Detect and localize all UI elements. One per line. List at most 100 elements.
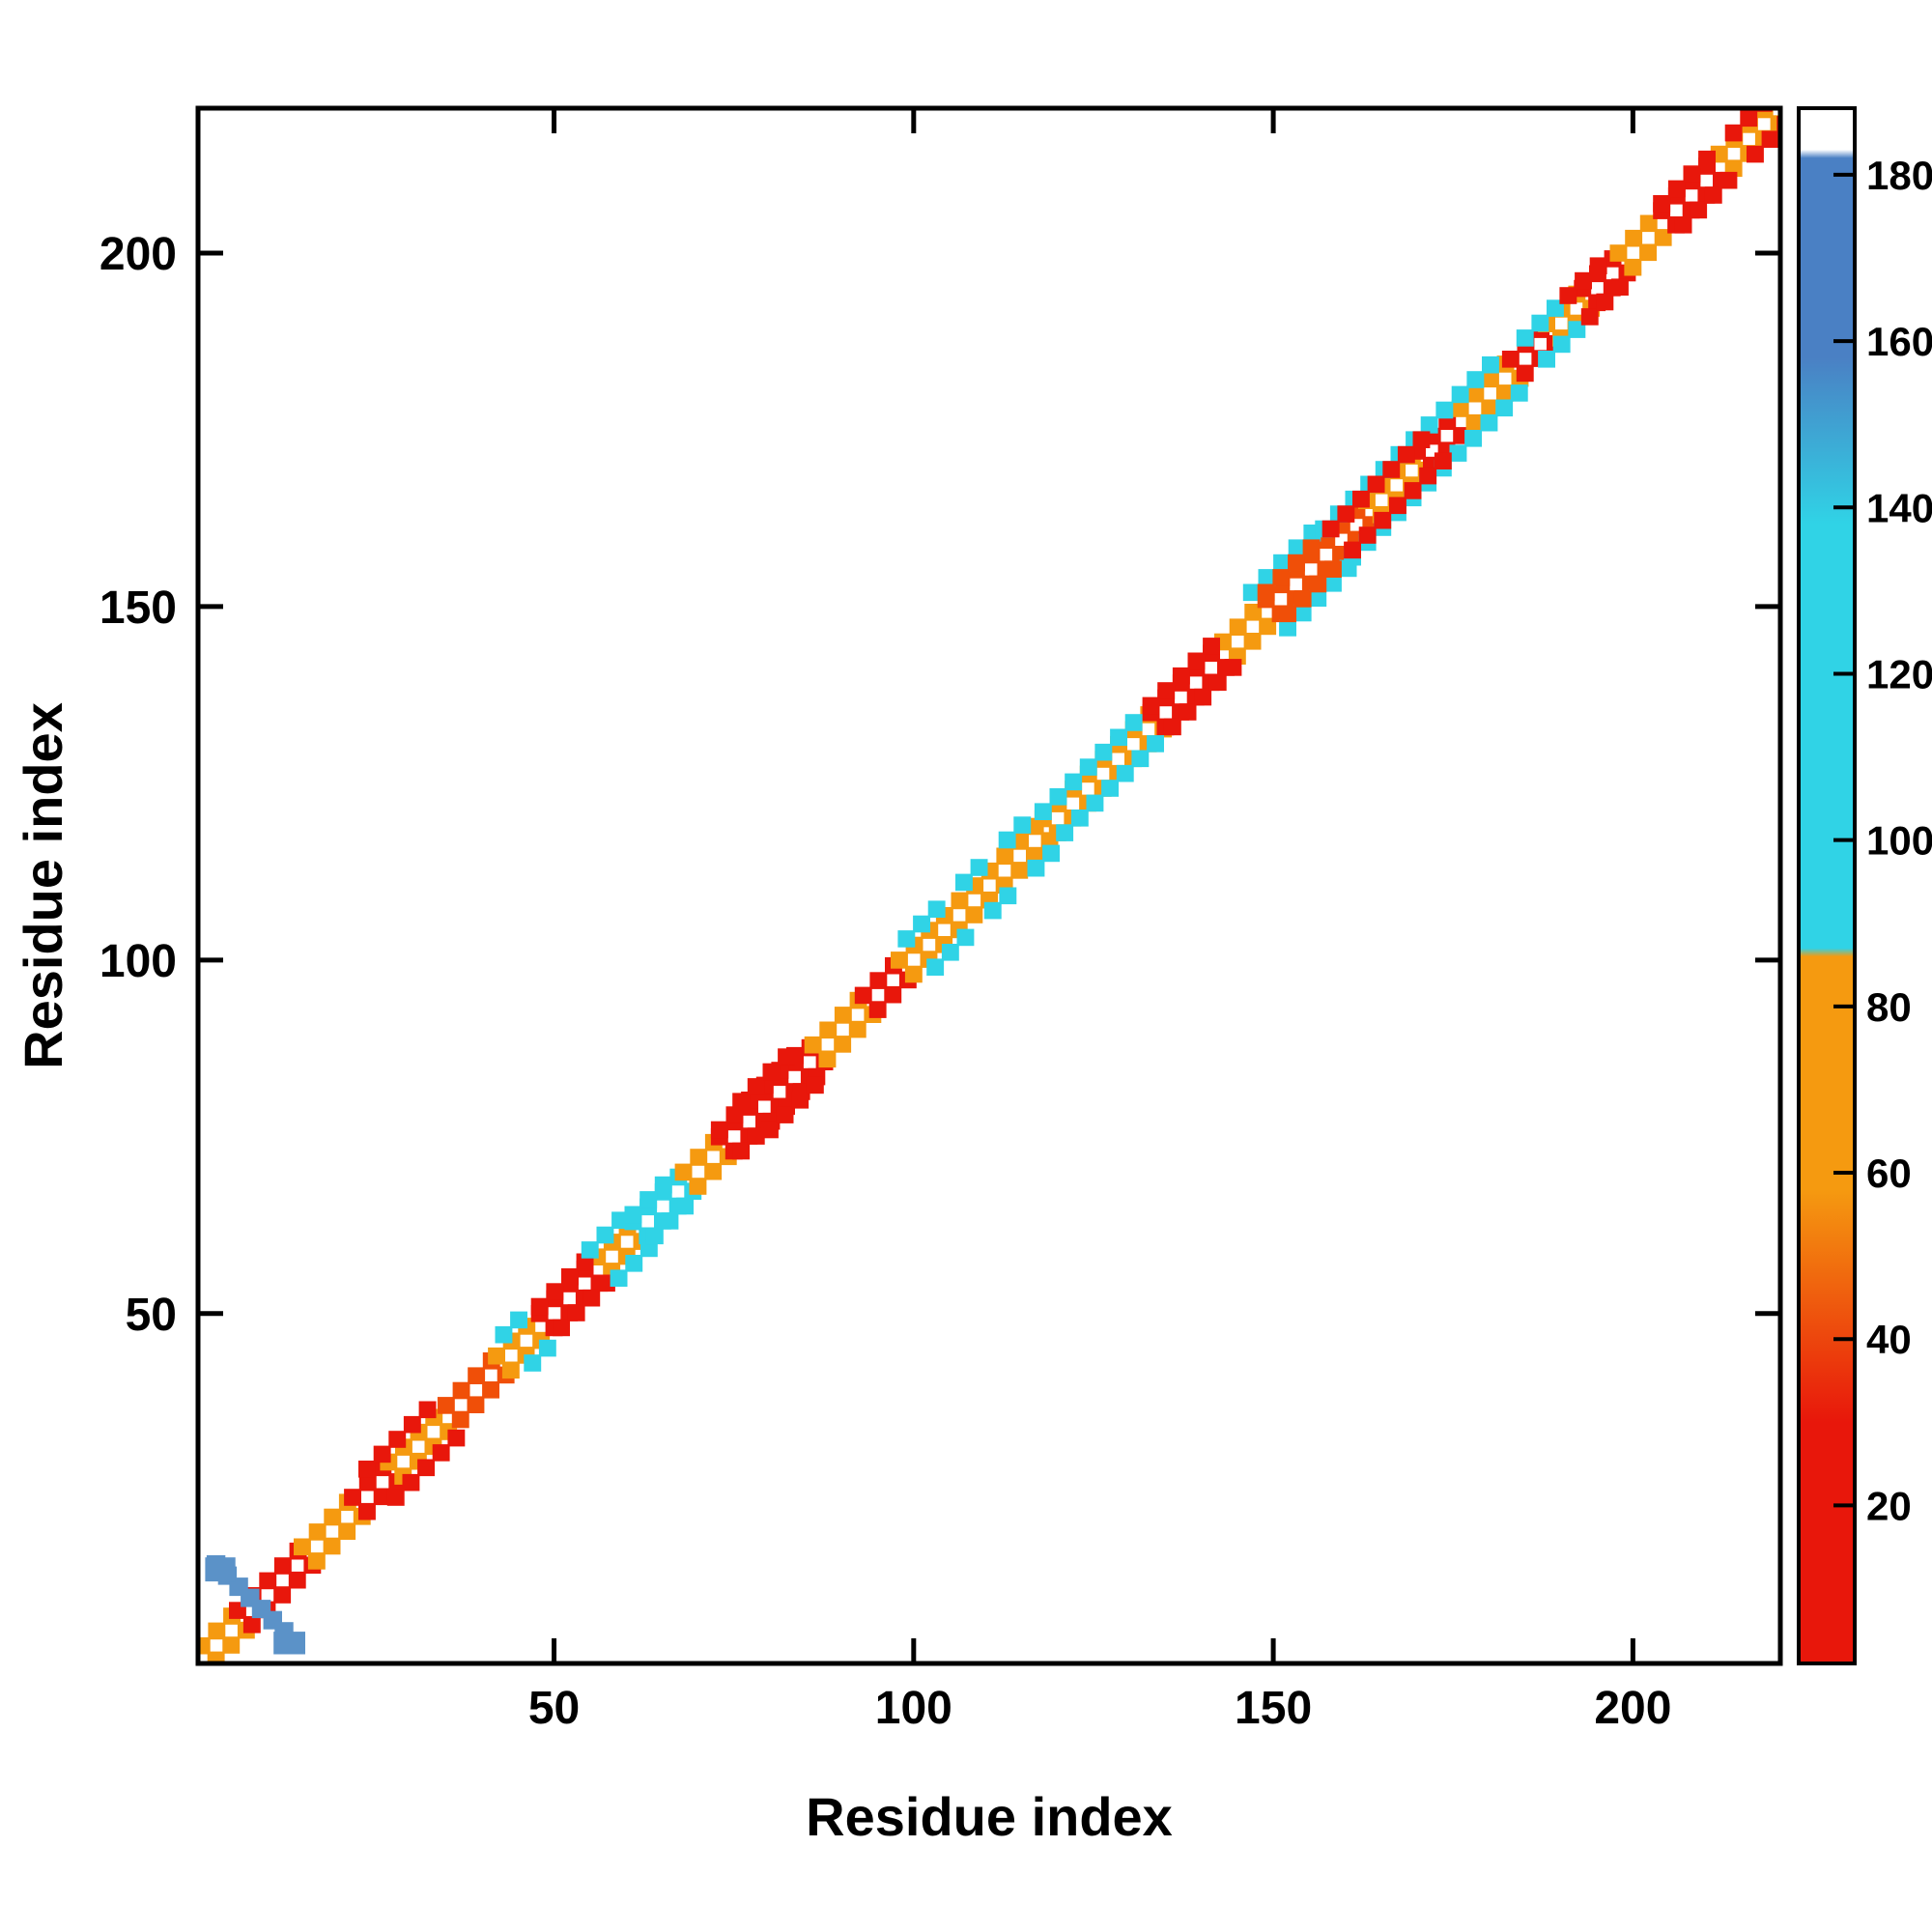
- contact-cell: [747, 1078, 765, 1095]
- contact-cell: [1258, 569, 1276, 586]
- contact-cell: [639, 1191, 658, 1208]
- contact-cell: [402, 1473, 420, 1492]
- contact-cell: [1538, 351, 1555, 368]
- contact-cell: [1273, 554, 1291, 572]
- colorbar-tick-label: 120: [1866, 651, 1932, 696]
- colorbar-tick-label: 80: [1866, 984, 1912, 1030]
- contact-cell: [452, 1381, 470, 1400]
- contact-cell: [1374, 511, 1392, 529]
- contact-cell: [1435, 401, 1454, 419]
- contact-cell: [501, 1361, 520, 1379]
- contact-cell: [273, 1586, 292, 1604]
- contact-cell: [451, 1410, 469, 1429]
- contact-cell: [661, 1212, 679, 1230]
- contact-cell: [970, 859, 988, 876]
- contact-cell: [447, 1429, 466, 1447]
- contact-cell: [1242, 583, 1261, 602]
- contact-cell: [1056, 824, 1074, 841]
- contact-cell: [538, 1339, 556, 1357]
- contact-cell: [704, 1162, 723, 1180]
- contact-cell: [690, 1149, 708, 1166]
- contact-cell: [1179, 703, 1197, 721]
- contact-cell: [689, 1178, 707, 1195]
- colorbar-tick-label: 140: [1866, 485, 1932, 530]
- contact-cell: [1389, 497, 1406, 515]
- contact-cell: [1698, 150, 1716, 168]
- contact-cell: [1770, 115, 1780, 132]
- contact-cell: [222, 1636, 241, 1654]
- contact-cell: [1667, 180, 1686, 198]
- contact-cell: [674, 1163, 693, 1181]
- contact-cell: [1101, 780, 1119, 797]
- contact-cell: [732, 1142, 751, 1160]
- contact-cell: [1187, 652, 1206, 670]
- contact-cell: [1124, 714, 1143, 731]
- contact-cell: [1451, 385, 1469, 404]
- contact-cell: [645, 1227, 664, 1245]
- contact-cell: [1337, 505, 1355, 523]
- contact-cell: [1010, 862, 1029, 879]
- x-axis-tick-label: 100: [875, 1683, 952, 1734]
- contact-cell: [913, 915, 930, 933]
- contact-cell: [1321, 520, 1340, 538]
- contact-cell: [761, 1121, 779, 1139]
- contact-cell: [848, 1020, 867, 1038]
- contact-cell: [1194, 688, 1212, 706]
- colorbar-frame: [1797, 106, 1857, 1665]
- contact-cell: [1589, 257, 1607, 274]
- x-axis-label: Residue index: [806, 1786, 1173, 1847]
- contact-cell: [1596, 293, 1614, 311]
- axes-layer: 50 100 150 200 50 100 150 200: [99, 108, 1780, 1734]
- contact-cell: [1279, 605, 1296, 623]
- contact-cell: [951, 892, 969, 910]
- contact-cell: [324, 1508, 342, 1526]
- plot-frame: [195, 105, 1783, 1666]
- contact-cell: [999, 887, 1017, 905]
- contact-cell: [273, 1557, 292, 1575]
- contact-cell: [1480, 413, 1498, 432]
- contact-cell: [1208, 673, 1227, 692]
- contact-cell: [1147, 735, 1164, 753]
- contact-cell: [1510, 384, 1528, 402]
- contact-cell: [776, 1106, 794, 1123]
- contact-cell: [1272, 569, 1291, 586]
- contact-cell: [1482, 355, 1499, 374]
- contact-cell: [1611, 278, 1629, 296]
- contact-cell: [437, 1397, 455, 1414]
- contact-cell: [965, 906, 983, 923]
- contact-cell: [198, 1636, 211, 1655]
- contact-cell: [1086, 794, 1104, 812]
- contact-cell: [1229, 618, 1247, 636]
- contact-cell: [804, 1036, 822, 1054]
- colorbar-tick-label: 40: [1866, 1317, 1912, 1362]
- contact-cell: [1609, 244, 1628, 262]
- contact-cell: [259, 1572, 277, 1590]
- contact-cell: [1293, 590, 1312, 608]
- contact-cell: [762, 1063, 781, 1081]
- contact-cell: [1079, 758, 1097, 776]
- contact-cell: [1559, 287, 1577, 304]
- contact-cell: [358, 1461, 376, 1478]
- contact-cell: [373, 1445, 391, 1463]
- contact-cell: [1203, 638, 1220, 655]
- contact-cell: [307, 1552, 326, 1570]
- contact-cell: [488, 1347, 505, 1365]
- contact-cell: [1420, 416, 1438, 434]
- contact-cell: [725, 1106, 744, 1123]
- contact-cell: [1034, 803, 1052, 820]
- contact-cell: [1293, 604, 1312, 622]
- contact-cell: [1279, 619, 1296, 637]
- contact-cell: [1027, 859, 1045, 877]
- contact-cell: [1309, 575, 1327, 593]
- contact-cell: [567, 1304, 585, 1321]
- contact-cell: [891, 952, 908, 969]
- contact-cell: [1131, 750, 1150, 768]
- colorbar-tick-label: 60: [1866, 1151, 1912, 1196]
- y-axis-tick-label: 200: [99, 229, 177, 280]
- contact-cell: [1224, 659, 1242, 676]
- contact-cell: [308, 1523, 327, 1541]
- contact-cell: [1575, 271, 1592, 290]
- contact-cell: [1501, 351, 1520, 368]
- contact-cell: [1516, 329, 1534, 347]
